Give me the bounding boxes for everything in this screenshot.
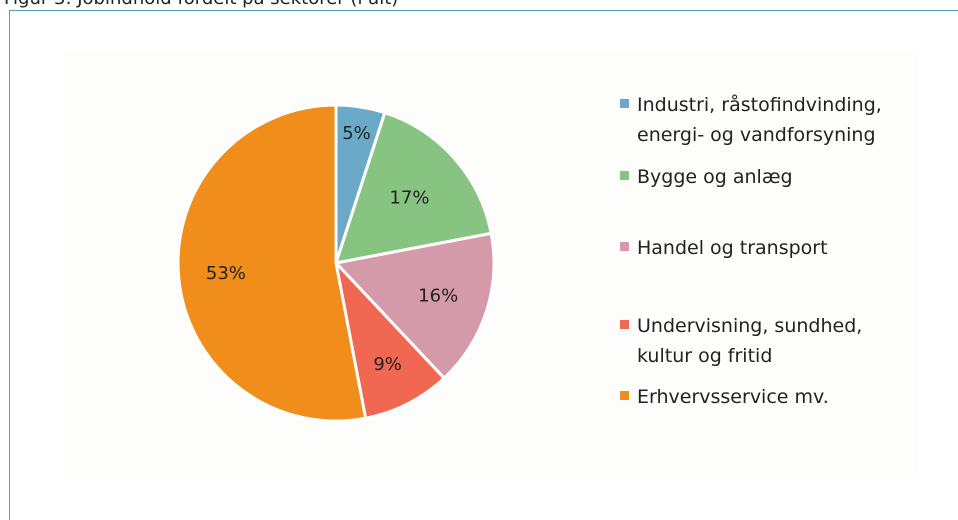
figure-frame <box>9 10 958 520</box>
legend-item-bygge: Bygge og anlæg <box>620 162 793 192</box>
slice-value-label: 16% <box>418 286 458 307</box>
legend-item-handel: Handel og transport <box>620 233 828 263</box>
figure-caption: Figur 3: Jobindhold fordelt på sektorer … <box>4 0 398 9</box>
legend-swatch <box>620 320 629 329</box>
pie-slice-bygge <box>333 110 493 265</box>
legend-swatch <box>620 242 629 251</box>
pie-slice-undervisning <box>333 258 447 420</box>
legend-swatch <box>620 171 629 180</box>
legend-swatch <box>620 391 629 400</box>
legend-item-erhvervsservice: Erhvervsservice mv. <box>620 382 829 412</box>
legend-swatch <box>620 99 629 108</box>
pie-slice-handel <box>333 231 496 381</box>
slice-value-label: 5% <box>342 123 371 144</box>
legend-label: Industri, råstofindvinding, energi- og v… <box>637 94 882 146</box>
legend-label: Erhvervsservice mv. <box>637 386 829 408</box>
legend-label: Bygge og anlæg <box>637 166 793 188</box>
legend-label: Undervisning, sundhed, kultur og fritid <box>637 315 863 367</box>
legend-label: Handel og transport <box>637 237 828 259</box>
slice-value-label: 53% <box>206 263 246 284</box>
slice-value-label: 9% <box>373 354 402 375</box>
legend-item-undervisning: Undervisning, sundhed, kultur og fritid <box>620 311 862 371</box>
pie-slice-erhvervsservice <box>176 103 368 423</box>
slice-value-label: 17% <box>389 188 429 209</box>
legend-item-industri: Industri, råstofindvinding, energi- og v… <box>620 90 882 150</box>
